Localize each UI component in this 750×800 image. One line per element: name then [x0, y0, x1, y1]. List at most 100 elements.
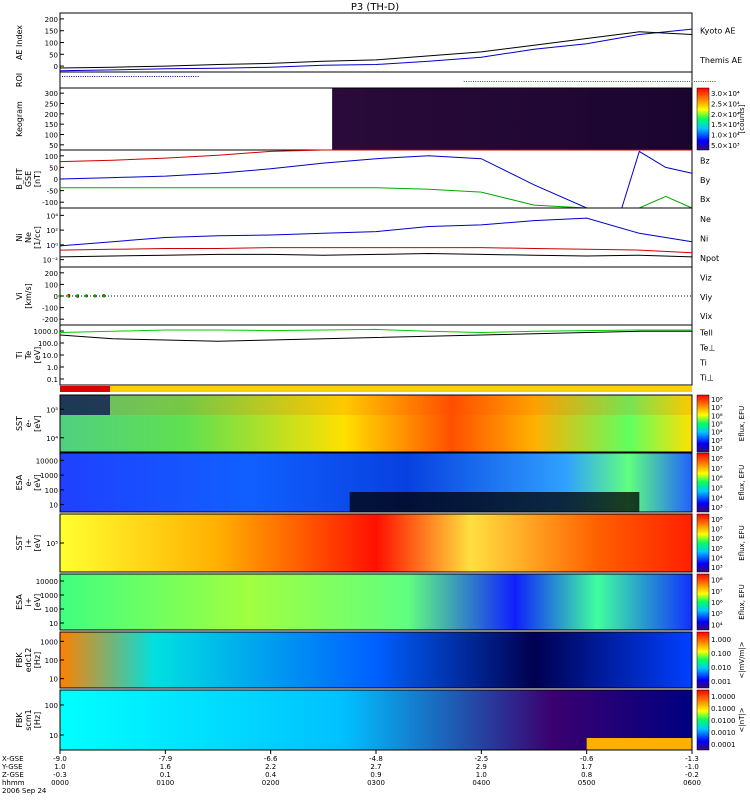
roi-mark — [142, 76, 144, 77]
ylabel: scm1 — [24, 709, 33, 730]
colorbar-tick: 0.010 — [711, 664, 731, 672]
roi-mark — [601, 81, 603, 82]
roi-mark — [670, 81, 672, 82]
colorbar-tick: 10⁴ — [711, 429, 723, 437]
xtick-label: 1.6 — [160, 763, 172, 771]
roi-mark — [133, 76, 135, 77]
point-Vix — [84, 294, 88, 298]
colorbar-tick: 10⁴ — [711, 555, 723, 563]
band — [586, 738, 692, 750]
colorbar-tick: 0.0100 — [711, 717, 736, 725]
roi-mark — [606, 81, 608, 82]
roi-mark — [147, 76, 149, 77]
roi-mark — [608, 81, 610, 82]
colorbar-tick: 0.100 — [711, 650, 731, 658]
roi-mark — [590, 81, 592, 82]
ytick-label: 1000.0 — [34, 328, 59, 336]
ylabel: [eV] — [33, 347, 42, 364]
ytick-label: 10.0 — [42, 352, 58, 360]
legend-Tell: Tell — [699, 329, 713, 338]
colorbar-tick: 10³ — [711, 564, 723, 572]
roi-mark — [693, 81, 695, 82]
colorbar-tick: 10⁸ — [711, 455, 723, 463]
xtick-label: -6.6 — [264, 755, 278, 763]
roi-mark — [682, 81, 684, 82]
mode-bar — [60, 386, 692, 392]
panel-fbk_b: FBK scm1 [Hz] 0.0001 0.0010 0.0100 0.1000 1.000… — [15, 689, 746, 751]
colorbar-tick: 10⁷ — [711, 588, 723, 596]
roi-mark — [700, 81, 702, 82]
roi-mark — [64, 76, 66, 77]
xtick-label: 0.9 — [370, 771, 381, 779]
roi-mark — [468, 81, 470, 82]
roi-mark — [482, 81, 484, 82]
ylabel: [nT] — [33, 171, 42, 187]
ylabel: [eV] — [33, 474, 42, 491]
roi-mark — [87, 76, 89, 77]
roi-mark — [691, 81, 693, 82]
roi-mark — [154, 76, 155, 77]
roi-mark — [569, 81, 571, 82]
ytick-label: 1000 — [40, 638, 58, 646]
colorbar-tick: 1.0×10⁴ — [711, 132, 740, 140]
roi-mark — [679, 81, 681, 82]
ytick-label: -50 — [47, 188, 58, 196]
colorbar-tick: 3.0×10⁴ — [711, 90, 740, 98]
roi-mark — [466, 81, 468, 82]
legend-Ti⊥: Ti⊥ — [699, 374, 714, 383]
ylabel: GSE — [24, 171, 33, 187]
plot-title: P3 (TH-D) — [351, 2, 399, 13]
roi-mark — [702, 81, 704, 82]
roi-mark — [546, 81, 548, 82]
panel-fbk_e: FBK edc12 [Hz] 0.001 0.010 0.100 1.000 <|mV/m|>… — [15, 631, 746, 689]
roi-mark — [622, 81, 624, 82]
ytick-label: 1000 — [40, 592, 58, 600]
ytick-label: 100 — [45, 153, 58, 161]
legend-Ti: Ti — [699, 359, 707, 368]
roi-mark — [571, 81, 573, 82]
roi-mark — [583, 81, 585, 82]
roi-mark — [709, 81, 711, 82]
xtick-label: -7.9 — [158, 755, 172, 763]
colorbar-label: Eflux, EFU — [738, 584, 746, 619]
frame-esa_e — [59, 452, 693, 513]
roi-mark — [121, 76, 123, 77]
roi-mark — [532, 81, 534, 82]
xtick-label: -9.0 — [53, 755, 67, 763]
roi-mark — [640, 81, 642, 82]
roi-mark — [472, 81, 474, 82]
roi-mark — [170, 76, 172, 77]
roi-mark — [558, 81, 560, 82]
xtick-label: 1.0 — [476, 771, 487, 779]
roi-mark — [560, 81, 562, 82]
colorbar-label: Eflux, EFU — [738, 525, 746, 560]
roi-mark — [500, 81, 502, 82]
roi-mark — [705, 81, 707, 82]
colorbar-sst_e — [696, 394, 710, 453]
roi-mark — [498, 81, 500, 82]
roi-mark — [535, 81, 537, 82]
frame-sst_e — [59, 394, 693, 453]
ylabel: FBK — [15, 712, 24, 728]
ylabel: ROI — [15, 73, 24, 87]
xaxis-row-label: X-GSE — [2, 755, 24, 763]
roi-mark — [186, 76, 188, 77]
legend-Vix: Vix — [700, 312, 713, 321]
colorbar-tick: 10⁴ — [711, 494, 723, 502]
roi-mark — [631, 81, 633, 82]
legend-Themis AE: Themis AE — [699, 56, 742, 65]
roi-mark — [514, 81, 516, 82]
panel-ae: AE Index 0 50 100 150 200 Kyoto AE Themis AE — [15, 12, 742, 73]
roi-mark — [551, 81, 553, 82]
roi-mark — [505, 81, 507, 82]
colorbar-keogram — [696, 87, 710, 151]
roi-mark — [604, 81, 606, 82]
roi-mark — [537, 81, 539, 82]
xtick-label: 0100 — [156, 779, 174, 787]
roi-mark — [489, 81, 491, 82]
roi-mark — [163, 76, 165, 77]
ytick-label: 0 — [54, 176, 58, 184]
